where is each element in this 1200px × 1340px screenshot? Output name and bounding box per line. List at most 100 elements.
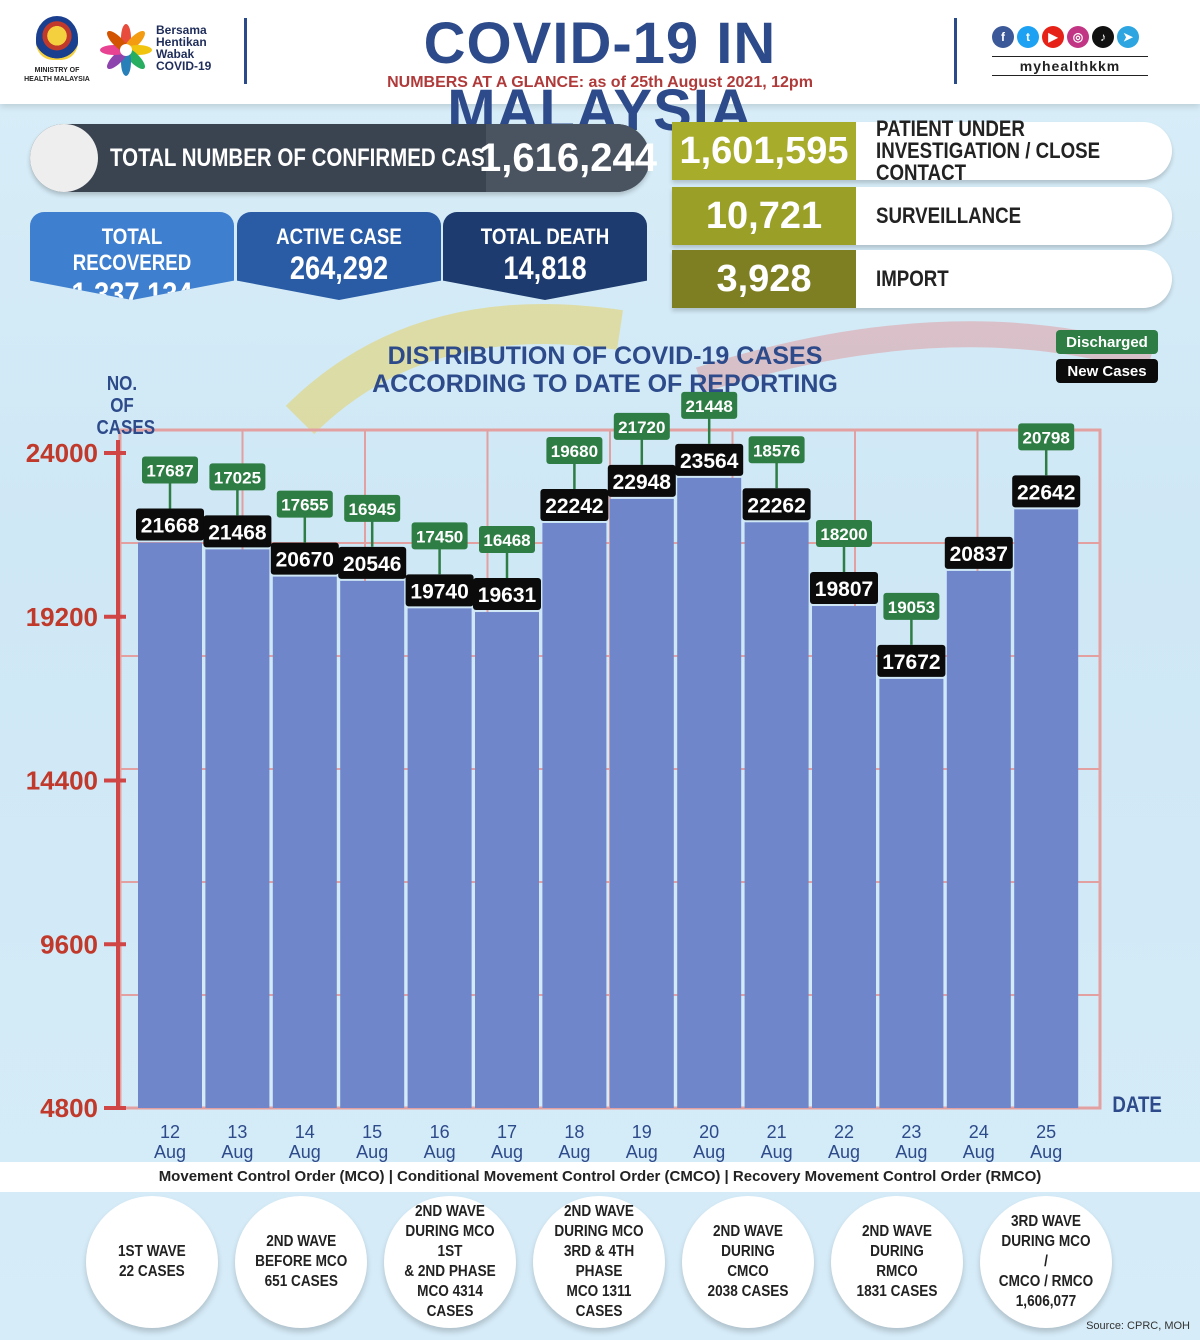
- wave-circle: 1ST WAVE 22 CASES: [86, 1196, 218, 1328]
- bar-new-cases: [542, 522, 607, 1108]
- x-tick-label-month: Aug: [491, 1142, 523, 1162]
- surveillance-value: 10,721: [672, 187, 856, 245]
- campaign-line-4: COVID-19: [156, 59, 212, 73]
- campaign-line-1: Bersama: [156, 23, 207, 37]
- campaign-text: Bersama Hentikan Wabak COVID-19: [156, 24, 211, 72]
- discharged-label: 17655: [281, 496, 328, 515]
- header-divider: [244, 18, 247, 84]
- new-cases-label-box: [338, 546, 407, 579]
- x-tick-label-day: 16: [430, 1122, 450, 1142]
- bar-new-cases: [812, 606, 876, 1108]
- wave-circle: 3RD WAVE DURING MCO / CMCO / RMCO 1,606,…: [980, 1196, 1112, 1328]
- discharged-label-box: [142, 456, 198, 484]
- x-tick-label-month: Aug: [626, 1142, 658, 1162]
- wave-text: 2ND WAVE BEFORE MCO 651 CASES: [254, 1233, 348, 1290]
- discharged-label-box: [681, 391, 738, 419]
- bar-new-cases: [272, 576, 337, 1108]
- twitter-icon[interactable]: t: [1017, 26, 1039, 48]
- new-cases-label-box: [607, 464, 676, 497]
- x-tick-label-month: Aug: [963, 1142, 995, 1162]
- youtube-icon[interactable]: ▶: [1042, 26, 1064, 48]
- new-cases-label: 22642: [1017, 481, 1075, 504]
- legend-new-cases: New Cases: [1056, 359, 1158, 383]
- wave-circle: 2ND WAVE BEFORE MCO 651 CASES: [235, 1196, 367, 1328]
- bar-new-cases: [1014, 509, 1079, 1108]
- campaign-logo: Bersama Hentikan Wabak COVID-19: [100, 22, 230, 82]
- mco-legend-strip: Movement Control Order (MCO) | Condition…: [0, 1162, 1200, 1192]
- y-tick-label: 24000: [26, 438, 98, 468]
- discharged-label-box: [1018, 423, 1075, 451]
- recovered-label: TOTAL RECOVERED: [72, 224, 192, 275]
- discharged-label-box: [748, 436, 805, 464]
- x-tick-label-month: Aug: [356, 1142, 388, 1162]
- wave-circle: 2ND WAVE DURING MCO 1ST & 2ND PHASE MCO …: [384, 1196, 516, 1328]
- x-tick-label-month: Aug: [154, 1142, 186, 1162]
- social-handle[interactable]: myhealthkkm: [992, 56, 1148, 76]
- discharged-label: 18576: [753, 441, 800, 460]
- x-tick-label-day: 18: [564, 1122, 584, 1142]
- discharged-label: 21448: [686, 397, 733, 416]
- bar-new-cases: [744, 522, 809, 1108]
- confirmed-value: 1,616,244: [479, 124, 657, 192]
- y-tick-label: 9600: [40, 929, 98, 959]
- x-tick-label-month: Aug: [558, 1142, 590, 1162]
- bar-new-cases: [946, 570, 1011, 1108]
- new-cases-label-box: [675, 443, 744, 476]
- x-tick-label-month: Aug: [1030, 1142, 1062, 1162]
- new-cases-label: 20670: [276, 549, 334, 572]
- bar-new-cases: [609, 498, 674, 1108]
- x-tick-label-month: Aug: [828, 1142, 860, 1162]
- x-tick-label-day: 13: [227, 1122, 247, 1142]
- new-cases-label-box: [270, 542, 339, 575]
- new-cases-label: 20546: [343, 553, 401, 576]
- death-box: TOTAL DEATH 14,818: [443, 212, 647, 300]
- facebook-icon[interactable]: f: [992, 26, 1014, 48]
- active-value: 264,292: [289, 250, 389, 286]
- new-cases-label-box: [1012, 475, 1081, 508]
- x-tick-label-day: 12: [160, 1122, 180, 1142]
- bar-new-cases: [475, 612, 539, 1108]
- wave-text: 2ND WAVE DURING RMCO 1831 CASES: [856, 1223, 938, 1300]
- x-tick-label-day: 25: [1036, 1122, 1056, 1142]
- discharged-label-box: [276, 490, 333, 518]
- x-axis-label: DATE: [1112, 1092, 1162, 1117]
- y-tick-label: 4800: [40, 1093, 98, 1123]
- crescent-shape: [285, 304, 623, 435]
- discharged-label-box: [209, 463, 266, 491]
- x-tick-label-day: 14: [295, 1122, 315, 1142]
- bar-new-cases: [879, 678, 944, 1108]
- x-tick-label-day: 21: [767, 1122, 787, 1142]
- discharged-label: 16468: [483, 531, 530, 550]
- wave-circle: 2ND WAVE DURING RMCO 1831 CASES: [831, 1196, 963, 1328]
- telegram-icon[interactable]: ➤: [1117, 26, 1139, 48]
- x-tick-label-day: 22: [834, 1122, 854, 1142]
- import-label: IMPORT: [876, 266, 949, 291]
- moh-logo: MINISTRY OF HEALTH MALAYSIA: [22, 16, 92, 88]
- new-cases-label: 19631: [478, 584, 537, 607]
- wave-text: 2ND WAVE DURING CMCO 2038 CASES: [707, 1223, 789, 1300]
- y-axis-label-line-2: CASES: [96, 417, 156, 439]
- x-tick-label-day: 24: [969, 1122, 989, 1142]
- source-note: Source: CPRC, MOH: [1086, 1320, 1190, 1332]
- discharged-label-box: [546, 436, 603, 464]
- chart-title-line-2: ACCORDING TO DATE OF REPORTING: [372, 370, 838, 398]
- x-tick-label-day: 19: [632, 1122, 652, 1142]
- x-tick-label-day: 23: [901, 1122, 921, 1142]
- discharged-label: 17450: [416, 527, 463, 546]
- new-cases-label: 22262: [747, 494, 805, 517]
- x-tick-label-month: Aug: [693, 1142, 725, 1162]
- y-axis-label-line-1: NO. OF: [106, 373, 138, 417]
- new-cases-label: 20837: [950, 543, 1008, 566]
- bar-new-cases: [677, 477, 742, 1108]
- instagram-icon[interactable]: ◎: [1067, 26, 1089, 48]
- new-cases-label-box: [405, 574, 474, 607]
- legend-discharged: Discharged: [1056, 330, 1158, 354]
- tiktok-icon[interactable]: ♪: [1092, 26, 1114, 48]
- x-tick-label-day: 15: [362, 1122, 382, 1142]
- campaign-line-3: Wabak: [156, 47, 195, 61]
- social-links: f t ▶ ◎ ♪ ➤ myhealthkkm: [992, 26, 1157, 86]
- surveillance-label: SURVEILLANCE: [876, 203, 1022, 228]
- wave-text: 3RD WAVE DURING MCO / CMCO / RMCO 1,606,…: [998, 1213, 1094, 1310]
- y-tick-label: 14400: [26, 766, 98, 796]
- coat-of-arms-icon: [36, 16, 78, 60]
